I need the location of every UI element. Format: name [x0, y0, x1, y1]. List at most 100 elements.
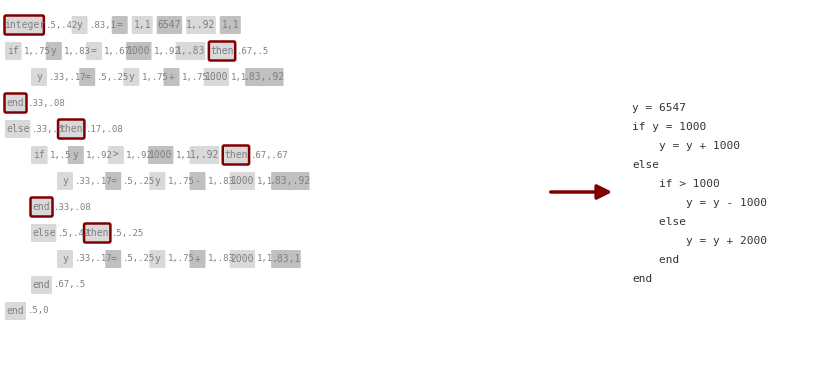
- FancyBboxPatch shape: [190, 172, 205, 190]
- FancyBboxPatch shape: [230, 172, 255, 190]
- Text: .33,.5: .33,.5: [33, 125, 64, 134]
- FancyBboxPatch shape: [79, 68, 95, 86]
- Text: =: =: [84, 72, 90, 82]
- Text: 1000: 1000: [205, 72, 228, 82]
- FancyBboxPatch shape: [112, 16, 128, 34]
- Text: then: then: [210, 46, 234, 56]
- Text: integer: integer: [3, 20, 45, 30]
- FancyBboxPatch shape: [57, 172, 73, 190]
- Text: .5,0: .5,0: [28, 307, 49, 316]
- Text: if > 1000: if > 1000: [632, 179, 720, 189]
- FancyBboxPatch shape: [4, 15, 44, 34]
- Text: else: else: [32, 228, 55, 238]
- Text: .33,.17: .33,.17: [49, 73, 87, 82]
- FancyBboxPatch shape: [186, 16, 215, 34]
- Text: y: y: [62, 176, 68, 186]
- Text: .17,.08: .17,.08: [86, 125, 124, 134]
- Text: then: then: [59, 124, 83, 134]
- FancyBboxPatch shape: [164, 68, 180, 86]
- FancyBboxPatch shape: [5, 42, 22, 60]
- FancyBboxPatch shape: [175, 42, 205, 60]
- Text: 1,.92: 1,.92: [186, 20, 215, 30]
- Text: 1000: 1000: [149, 150, 173, 160]
- Text: 1,1: 1,1: [231, 73, 247, 82]
- Text: .33,.08: .33,.08: [28, 98, 66, 107]
- Text: .5,.25: .5,.25: [97, 73, 129, 82]
- FancyBboxPatch shape: [190, 250, 205, 268]
- Text: +: +: [195, 254, 200, 264]
- Text: >: >: [113, 150, 119, 160]
- Text: then: then: [85, 228, 109, 238]
- Text: 6547: 6547: [158, 20, 181, 30]
- Text: y: y: [154, 176, 160, 186]
- FancyBboxPatch shape: [72, 16, 88, 34]
- Text: 1,.75: 1,.75: [167, 177, 195, 186]
- Text: else: else: [632, 217, 686, 227]
- Text: if: if: [33, 150, 45, 160]
- FancyBboxPatch shape: [223, 145, 249, 165]
- Text: y: y: [51, 46, 57, 56]
- Text: 1,1: 1,1: [221, 20, 239, 30]
- Text: 1,.83: 1,.83: [208, 177, 235, 186]
- Text: y = y + 2000: y = y + 2000: [632, 236, 767, 246]
- Text: .5,.25: .5,.25: [112, 229, 144, 237]
- Text: y = y + 1000: y = y + 1000: [632, 141, 740, 151]
- Text: =: =: [110, 176, 116, 186]
- Text: 1,.75: 1,.75: [181, 73, 209, 82]
- Text: .33,.17: .33,.17: [75, 177, 113, 186]
- Text: y = y - 1000: y = y - 1000: [632, 198, 767, 208]
- Text: =: =: [91, 46, 97, 56]
- Text: 1,.75: 1,.75: [23, 46, 51, 55]
- FancyBboxPatch shape: [86, 42, 102, 60]
- Text: y: y: [73, 150, 78, 160]
- FancyBboxPatch shape: [149, 250, 165, 268]
- Text: 1,1: 1,1: [175, 150, 191, 159]
- FancyBboxPatch shape: [230, 250, 255, 268]
- FancyBboxPatch shape: [271, 250, 301, 268]
- Text: 1,.67: 1,.67: [104, 46, 131, 55]
- Text: if y = 1000: if y = 1000: [632, 122, 706, 132]
- Text: 1,1: 1,1: [257, 177, 273, 186]
- FancyBboxPatch shape: [126, 42, 151, 60]
- FancyBboxPatch shape: [105, 172, 121, 190]
- Text: .5,.25: .5,.25: [124, 177, 155, 186]
- FancyBboxPatch shape: [31, 68, 47, 86]
- FancyBboxPatch shape: [132, 16, 153, 34]
- FancyBboxPatch shape: [209, 42, 235, 61]
- Text: 1,.5: 1,.5: [49, 150, 71, 159]
- Text: 1000: 1000: [127, 46, 150, 56]
- Text: y: y: [77, 20, 83, 30]
- Text: else: else: [632, 160, 659, 170]
- Text: 1,.92: 1,.92: [86, 150, 113, 159]
- Text: 1,.75: 1,.75: [141, 73, 169, 82]
- Text: y = 6547: y = 6547: [632, 103, 686, 113]
- FancyBboxPatch shape: [31, 276, 52, 294]
- Text: 1,.92: 1,.92: [190, 150, 219, 160]
- Text: 1,1: 1,1: [134, 20, 151, 30]
- Text: end: end: [7, 98, 24, 108]
- Text: .67,.67: .67,.67: [250, 150, 288, 159]
- Text: .67,.5: .67,.5: [236, 46, 269, 55]
- FancyBboxPatch shape: [149, 172, 165, 190]
- Text: 1,.83: 1,.83: [63, 46, 91, 55]
- Text: if: if: [8, 46, 19, 56]
- FancyBboxPatch shape: [5, 302, 26, 320]
- Text: 2000: 2000: [230, 254, 254, 264]
- Text: end: end: [33, 202, 50, 212]
- FancyBboxPatch shape: [57, 250, 73, 268]
- Text: .5,.25: .5,.25: [124, 254, 155, 264]
- Text: =: =: [110, 254, 116, 264]
- FancyBboxPatch shape: [31, 197, 53, 217]
- FancyBboxPatch shape: [124, 68, 139, 86]
- Text: end: end: [632, 255, 679, 265]
- Text: .67,.5: .67,.5: [54, 280, 86, 289]
- FancyBboxPatch shape: [31, 146, 48, 164]
- Text: .5,.42: .5,.42: [45, 21, 78, 30]
- Text: y: y: [129, 72, 134, 82]
- Text: .5,.42: .5,.42: [58, 229, 91, 237]
- Text: then: then: [224, 150, 248, 160]
- Text: 1,1: 1,1: [257, 254, 273, 264]
- Text: .83,.92: .83,.92: [270, 176, 311, 186]
- FancyBboxPatch shape: [108, 146, 124, 164]
- FancyBboxPatch shape: [105, 250, 121, 268]
